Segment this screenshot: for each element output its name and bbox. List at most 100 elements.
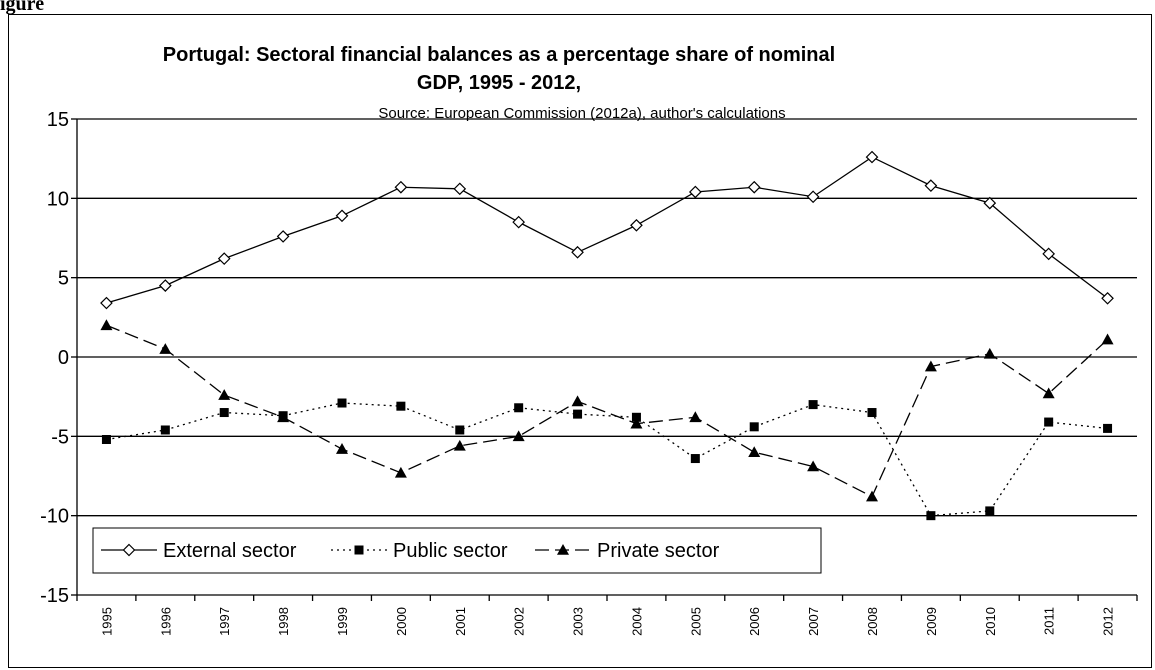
point-2-2012 <box>1101 333 1114 345</box>
y-tick-label-6: -15 <box>40 585 69 607</box>
x-tick-label-2010: 2010 <box>983 607 998 636</box>
point-2-2004 <box>630 417 643 429</box>
figure-caption: igure <box>0 0 45 15</box>
y-tick-label-5: -10 <box>40 506 69 528</box>
x-tick-label-2008: 2008 <box>865 607 880 636</box>
gridlines <box>77 118 1137 517</box>
x-tick-label-1995: 1995 <box>99 607 114 636</box>
point-2-2006 <box>748 446 761 457</box>
point-1-1995 <box>101 435 111 445</box>
point-2-1999 <box>336 443 348 454</box>
point-2-2000 <box>394 466 407 478</box>
legend-label-0: External sector <box>163 540 297 562</box>
legend-marker-0 <box>122 543 136 557</box>
x-tick-label-2002: 2002 <box>512 607 527 636</box>
point-0-2003 <box>571 245 584 259</box>
point-1-2001 <box>455 425 465 435</box>
point-2-2003 <box>571 395 584 407</box>
legend-label-1: Public sector <box>393 540 508 562</box>
x-tick-label-2012: 2012 <box>1101 607 1116 636</box>
point-2-2002 <box>512 430 525 442</box>
series-0 <box>100 150 1114 310</box>
series-2 <box>100 319 1114 502</box>
y-tick-label-4: -5 <box>51 426 69 448</box>
point-1-2007 <box>808 400 818 410</box>
x-tick-label-2009: 2009 <box>924 607 939 636</box>
point-1-2000 <box>396 401 406 411</box>
x-tick-label-1999: 1999 <box>335 607 350 636</box>
point-0-2005 <box>688 185 702 199</box>
point-1-2006 <box>749 422 759 432</box>
chart: Portugal: Sectoral financial balances as… <box>40 44 1138 636</box>
legend-box <box>92 527 822 574</box>
x-tick-label-2011: 2011 <box>1042 607 1057 635</box>
point-2-2005 <box>689 411 702 423</box>
point-2-2007 <box>807 460 820 472</box>
point-1-2005 <box>690 454 700 464</box>
point-2-1997 <box>218 389 231 400</box>
point-1-1999 <box>337 398 347 408</box>
x-tick-label-1998: 1998 <box>276 607 291 636</box>
point-2-1998 <box>277 411 290 423</box>
axes: 15 10 5 0 -5 -10 -15 1995 1996 1997 1998 1999 2000 20… <box>40 109 1138 636</box>
chart-frame: Portugal: Sectoral financial balances as… <box>8 14 1152 668</box>
point-0-2007 <box>806 190 820 204</box>
point-1-1996 <box>160 425 170 435</box>
point-1-2008 <box>867 408 877 418</box>
point-0-1998 <box>276 230 290 243</box>
point-1-1997 <box>219 408 229 418</box>
x-tick-label-2007: 2007 <box>806 607 821 636</box>
chart-title-line1: Portugal: Sectoral financial balances as… <box>163 44 835 66</box>
point-0-2011 <box>1042 247 1056 261</box>
series-line-2 <box>106 324 1108 498</box>
chart-subtitle: Source: European Commission (2012a), aut… <box>378 105 785 122</box>
point-2-2011 <box>1042 387 1055 399</box>
point-0-2004 <box>630 218 643 232</box>
point-0-2008 <box>865 150 879 164</box>
legend: External sector Public sector Private sect… <box>92 527 822 574</box>
point-1-2011 <box>1044 417 1054 427</box>
series-layer <box>100 150 1114 521</box>
point-0-2001 <box>453 182 467 196</box>
point-2-2008 <box>866 490 878 502</box>
point-1-2010 <box>985 506 995 516</box>
x-tick-label-2004: 2004 <box>629 607 644 636</box>
point-0-1999 <box>335 209 349 223</box>
point-0-2006 <box>747 180 761 194</box>
y-tick-label-1: 10 <box>47 188 69 210</box>
point-2-1996 <box>159 343 172 354</box>
point-0-2002 <box>512 215 526 229</box>
point-0-2012 <box>1101 291 1114 305</box>
point-2-2001 <box>453 439 466 451</box>
point-2-2010 <box>983 347 996 359</box>
point-2-2009 <box>924 360 937 372</box>
legend-label-2: Private sector <box>597 540 720 562</box>
series-line-1 <box>106 402 1108 517</box>
legend-marker-2 <box>557 544 569 555</box>
legend-marker-1 <box>354 545 364 555</box>
point-1-2003 <box>573 409 583 419</box>
point-0-2009 <box>924 179 938 192</box>
x-tick-label-2005: 2005 <box>688 607 703 636</box>
x-tick-label-2001: 2001 <box>453 607 468 636</box>
point-1-2004 <box>631 412 641 422</box>
point-2-1995 <box>100 319 113 331</box>
point-0-1995 <box>100 296 113 310</box>
point-0-1997 <box>217 252 231 265</box>
x-tick-label-1996: 1996 <box>158 607 173 636</box>
y-tick-label-0: 15 <box>47 109 69 131</box>
x-tick-label-2006: 2006 <box>747 607 762 636</box>
chart-title-line2: GDP, 1995 - 2012, <box>417 72 581 94</box>
point-1-2002 <box>514 403 524 413</box>
x-tick-label-2000: 2000 <box>394 607 409 636</box>
x-tick-label-1997: 1997 <box>217 607 232 636</box>
y-tick-label-3: 0 <box>58 347 69 369</box>
point-1-2009 <box>926 511 936 521</box>
y-tick-label-2: 5 <box>58 268 69 290</box>
point-0-1996 <box>158 279 172 292</box>
series-1 <box>101 398 1113 521</box>
point-0-2010 <box>983 196 997 210</box>
point-1-2012 <box>1103 423 1113 433</box>
point-0-2000 <box>394 180 408 194</box>
x-tick-label-2003: 2003 <box>571 607 586 636</box>
